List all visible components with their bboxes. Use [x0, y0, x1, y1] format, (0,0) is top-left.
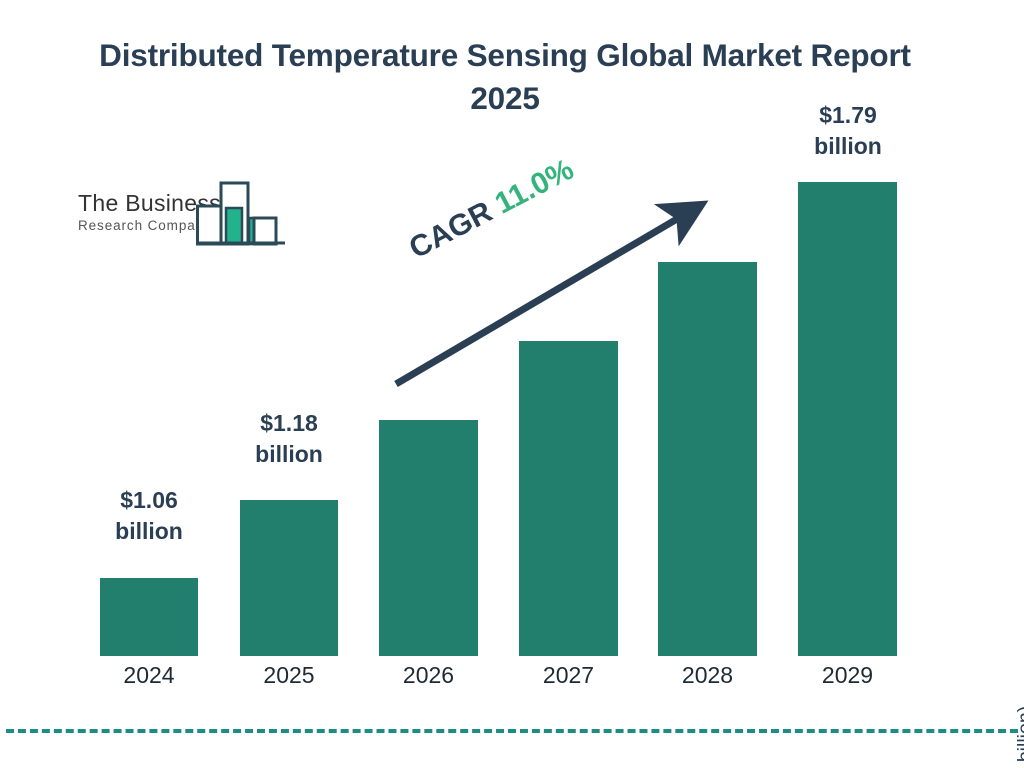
- bar-2028: [658, 262, 757, 656]
- logo-bar-chart-icon: [196, 178, 286, 251]
- company-logo: The Business Research Company: [78, 178, 286, 251]
- bar-2026: [379, 420, 478, 656]
- x-axis-label-2028: 2028: [681, 662, 734, 688]
- footer-divider: [6, 729, 1018, 733]
- x-axis-label-2024: 2024: [123, 662, 175, 688]
- bar-value-2024: $1.06 billion: [115, 487, 183, 544]
- page-title: Distributed Temperature Sensing Global M…: [99, 37, 911, 116]
- bar-value-2025: $1.18 billion: [255, 410, 323, 467]
- bar-2025: [240, 500, 338, 656]
- logo-line-2: Research Company: [78, 218, 212, 233]
- bar-2029: [798, 182, 897, 656]
- x-axis-label-2025: 2025: [263, 662, 315, 688]
- x-axis-label-2026: 2026: [402, 662, 455, 688]
- x-axis-label-2029: 2029: [821, 662, 874, 688]
- bar-2024: [100, 578, 198, 656]
- bar-value-2029: $1.79 billion: [814, 102, 882, 159]
- x-axis-label-2027: 2027: [542, 662, 595, 688]
- bar-2027: [519, 341, 618, 656]
